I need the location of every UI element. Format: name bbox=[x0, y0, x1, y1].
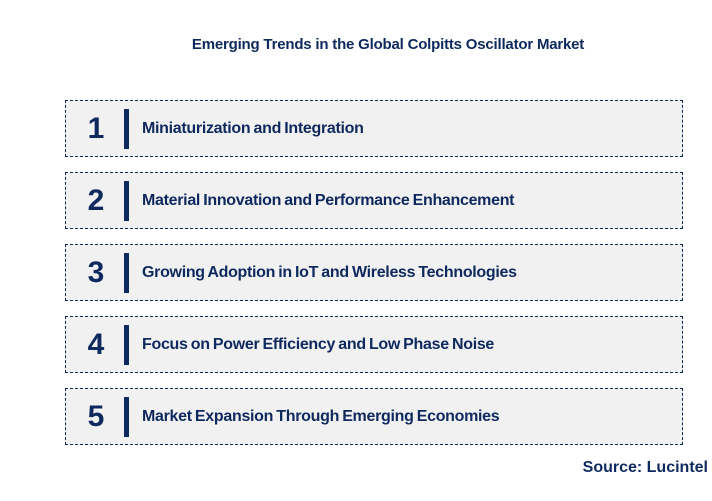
divider-bar bbox=[124, 180, 129, 221]
trend-label: Market Expansion Through Emerging Econom… bbox=[142, 407, 500, 425]
divider-bar bbox=[124, 396, 129, 437]
trend-box-5: 5 Market Expansion Through Emerging Econ… bbox=[65, 388, 683, 445]
trend-box-1: 1 Miniaturization and Integration bbox=[65, 100, 683, 157]
trend-box-3: 3 Growing Adoption in IoT and Wireless T… bbox=[65, 244, 683, 301]
trend-box-4: 4 Focus on Power Efficiency and Low Phas… bbox=[65, 316, 683, 373]
trend-number: 5 bbox=[87, 399, 105, 433]
trend-label: Miniaturization and Integration bbox=[142, 119, 364, 137]
source-attribution: Source: Lucintel bbox=[582, 459, 708, 476]
trend-label: Material Innovation and Performance Enha… bbox=[142, 191, 515, 209]
trend-label: Focus on Power Efficiency and Low Phase … bbox=[142, 335, 495, 353]
trend-box-2: 2 Material Innovation and Performance En… bbox=[65, 172, 683, 229]
trend-label: Growing Adoption in IoT and Wireless Tec… bbox=[142, 263, 517, 281]
divider-bar bbox=[124, 324, 129, 365]
trend-number: 3 bbox=[87, 255, 105, 289]
divider-bar bbox=[124, 252, 129, 293]
trend-number: 1 bbox=[87, 111, 105, 145]
divider-bar bbox=[124, 108, 129, 149]
trend-number: 4 bbox=[87, 327, 105, 361]
trend-number: 2 bbox=[87, 183, 105, 217]
page-title: Emerging Trends in the Global Colpitts O… bbox=[191, 36, 585, 53]
